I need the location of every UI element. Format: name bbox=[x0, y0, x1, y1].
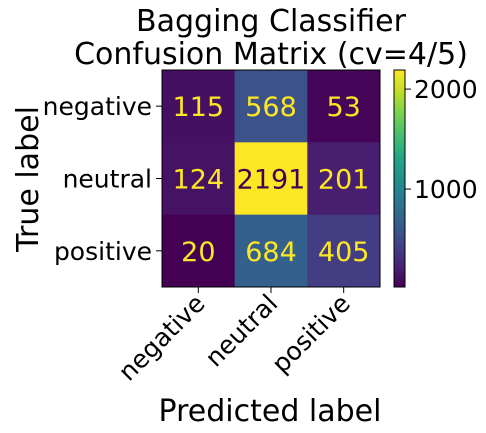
x-tick-label: positive bbox=[266, 289, 356, 379]
matrix-cell-negative-neutral bbox=[234, 70, 308, 143]
y-tick-label: neutral bbox=[63, 164, 152, 193]
matrix-cells bbox=[162, 70, 381, 288]
matrix-cell-neutral-neutral bbox=[234, 142, 308, 216]
x-axis-label: Predicted label bbox=[159, 394, 382, 429]
matrix-cell-neutral-positive bbox=[307, 142, 381, 216]
cell-value-label: 405 bbox=[318, 237, 370, 268]
cell-value-label: 201 bbox=[318, 164, 370, 195]
cell-value-label: 568 bbox=[245, 92, 297, 123]
x-tick-label: negative bbox=[113, 289, 211, 387]
cell-value-label: 53 bbox=[326, 92, 360, 123]
colorbar-tick-label: 2000 bbox=[414, 75, 478, 104]
matrix-cell-positive-positive bbox=[307, 214, 381, 288]
cell-value-label: 20 bbox=[181, 237, 215, 268]
matrix-cell-negative-positive bbox=[307, 70, 381, 143]
chart-title-line-1: Bagging Classifier bbox=[136, 4, 407, 39]
y-tick-label: positive bbox=[54, 237, 152, 266]
colorbar-ticks: 1000 2000 bbox=[405, 75, 478, 204]
colorbar bbox=[393, 69, 406, 288]
cell-value-label: 2191 bbox=[237, 164, 306, 195]
matrix-cell-neutral-negative bbox=[162, 142, 236, 216]
cell-value-label: 124 bbox=[173, 164, 225, 195]
y-tick-label: negative bbox=[43, 92, 152, 121]
matrix-cell-positive-negative bbox=[162, 214, 236, 288]
y-axis: negative neutral positive bbox=[43, 92, 162, 266]
y-axis-label: True label bbox=[11, 106, 46, 253]
matrix-cell-negative-negative bbox=[162, 70, 236, 143]
matrix-cell-positive-neutral bbox=[234, 214, 308, 288]
cell-value-label: 115 bbox=[173, 92, 225, 123]
chart-title-line-2: Confusion Matrix (cv=4/5) bbox=[74, 37, 468, 72]
cell-value-label: 684 bbox=[245, 237, 297, 268]
colorbar-tick-label: 1000 bbox=[414, 175, 478, 204]
matrix-cell-labels: 115 568 53 124 2191 201 20 684 405 bbox=[173, 92, 370, 268]
